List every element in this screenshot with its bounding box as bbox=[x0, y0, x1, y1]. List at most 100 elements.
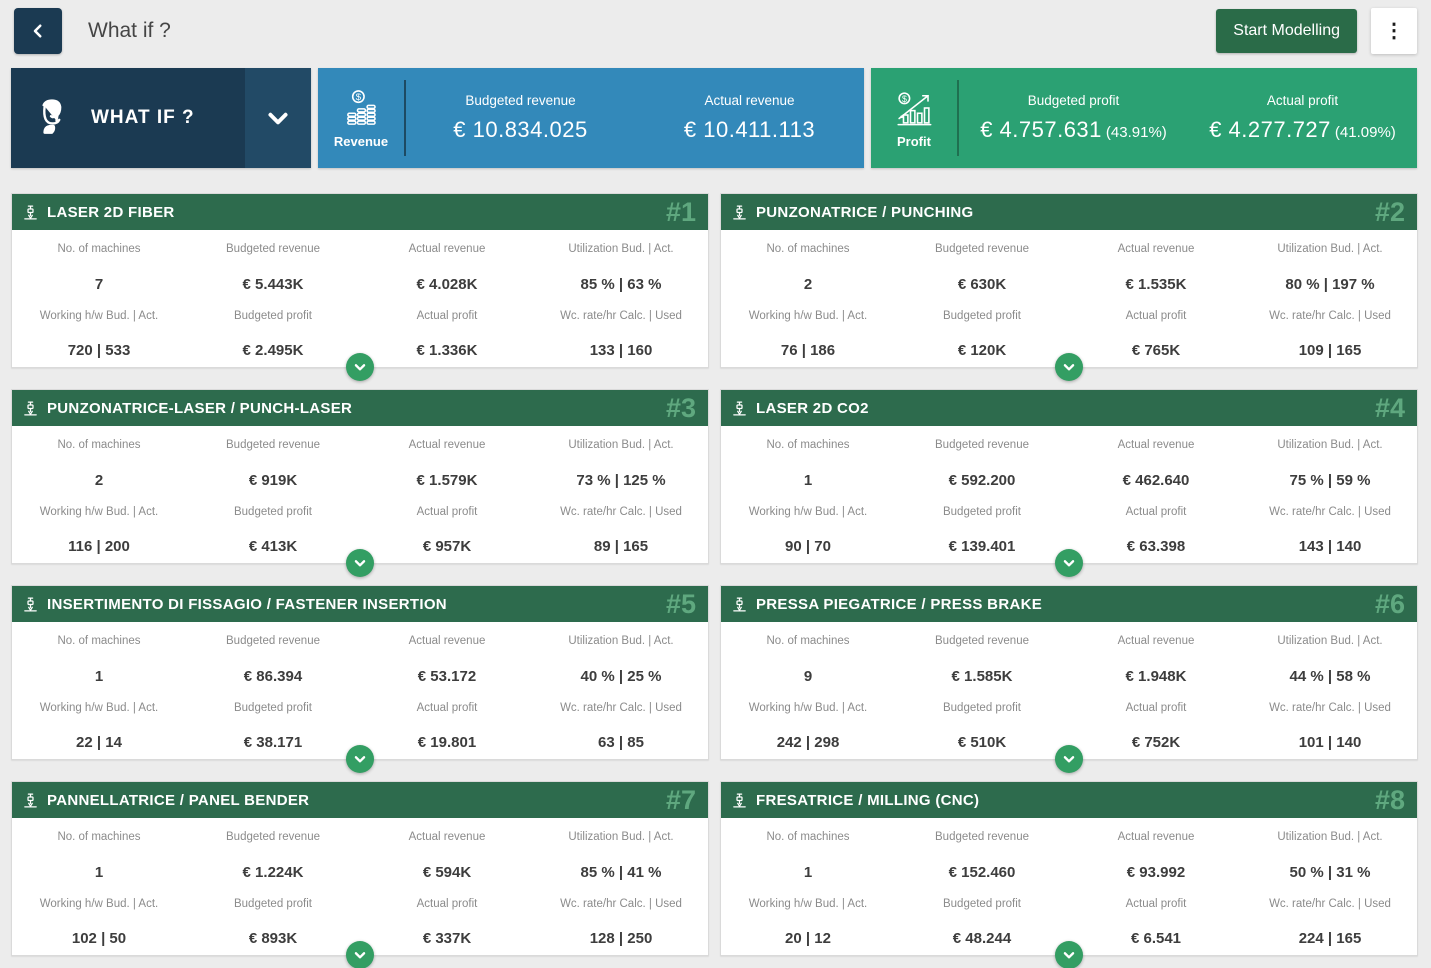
card-body: No. of machines Budgeted revenue Actual … bbox=[12, 230, 708, 369]
card-title: PRESSA PIEGATRICE / PRESS BRAKE bbox=[756, 595, 1043, 613]
budgeted-revenue-block: Budgeted revenue € 10.834.025 bbox=[406, 68, 635, 168]
budgeted-revenue-label: Budgeted revenue bbox=[465, 93, 576, 108]
stat-value-wc-rate: 224 | 165 bbox=[1298, 930, 1362, 947]
stat-label-wc-rate: Wc. rate/hr Calc. | Used bbox=[560, 506, 682, 518]
card-body: No. of machines Budgeted revenue Actual … bbox=[721, 426, 1417, 565]
card-expand-button[interactable] bbox=[1055, 745, 1083, 773]
stat-label-utilization: Utilization Bud. | Act. bbox=[1277, 439, 1383, 451]
card-body: No. of machines Budgeted revenue Actual … bbox=[721, 230, 1417, 369]
revenue-tab-label: Revenue bbox=[333, 134, 389, 149]
stat-label-wc-rate: Wc. rate/hr Calc. | Used bbox=[560, 702, 682, 714]
stat-label-budgeted-revenue: Budgeted revenue bbox=[935, 635, 1029, 647]
stat-value-actual-revenue: € 1.535K bbox=[1125, 275, 1187, 293]
card-title: PANNELLATRICE / PANEL BENDER bbox=[47, 791, 310, 809]
revenue-tab: $ Revenue bbox=[318, 68, 404, 168]
stat-value-budgeted-revenue: € 5.443K bbox=[242, 275, 304, 293]
stat-label-actual-revenue: Actual revenue bbox=[408, 635, 486, 647]
stat-label-wc-rate: Wc. rate/hr Calc. | Used bbox=[1269, 506, 1391, 518]
card-header: PANNELLATRICE / PANEL BENDER #7 bbox=[12, 782, 708, 818]
stat-label-utilization: Utilization Bud. | Act. bbox=[568, 635, 674, 647]
stat-label-actual-revenue: Actual revenue bbox=[1117, 635, 1195, 647]
stat-value-actual-profit: € 957K bbox=[422, 538, 472, 555]
chevron-down-icon bbox=[1062, 948, 1076, 962]
card-title: FRESATRICE / MILLING (CNC) bbox=[756, 791, 980, 809]
stat-value-budgeted-revenue: € 1.224K bbox=[242, 863, 304, 881]
chevron-down-icon bbox=[353, 948, 367, 962]
stat-value-no-of-machines: 1 bbox=[803, 863, 813, 881]
card-number: #1 bbox=[665, 196, 696, 227]
chevron-down-icon bbox=[353, 360, 367, 374]
stat-value-working-hours: 242 | 298 bbox=[776, 734, 840, 751]
card-expand-button[interactable] bbox=[346, 745, 374, 773]
svg-text:$: $ bbox=[356, 92, 362, 103]
stat-value-actual-profit: € 752K bbox=[1131, 734, 1181, 751]
stat-label-no-of-machines: No. of machines bbox=[766, 243, 850, 255]
card-number: #7 bbox=[665, 784, 696, 815]
stat-label-utilization: Utilization Bud. | Act. bbox=[568, 439, 674, 451]
panel-bender-machine-icon bbox=[22, 792, 39, 809]
stat-value-budgeted-profit: € 510K bbox=[957, 734, 1007, 751]
stat-label-wc-rate: Wc. rate/hr Calc. | Used bbox=[560, 898, 682, 910]
summary-row: WHAT IF ? $ Revenue bbox=[11, 68, 1417, 168]
card-body: No. of machines Budgeted revenue Actual … bbox=[721, 818, 1417, 957]
stat-label-actual-profit: Actual profit bbox=[1125, 702, 1187, 714]
stat-label-budgeted-revenue: Budgeted revenue bbox=[935, 439, 1029, 451]
kebab-menu-button[interactable]: ⋮ bbox=[1371, 8, 1417, 54]
workcenter-card-5: PRESSA PIEGATRICE / PRESS BRAKE #6 No. o… bbox=[720, 585, 1418, 773]
card-expand-button[interactable] bbox=[346, 353, 374, 381]
stat-value-utilization: 75 % | 59 % bbox=[1289, 471, 1371, 489]
stat-value-working-hours: 22 | 14 bbox=[76, 734, 122, 751]
card-expand-button[interactable] bbox=[1055, 353, 1083, 381]
card-number: #6 bbox=[1374, 588, 1405, 619]
stat-value-actual-profit: € 765K bbox=[1131, 342, 1181, 359]
stat-value-working-hours: 76 | 186 bbox=[780, 342, 836, 359]
card-number: #2 bbox=[1374, 196, 1405, 227]
stat-label-utilization: Utilization Bud. | Act. bbox=[1277, 831, 1383, 843]
stat-label-utilization: Utilization Bud. | Act. bbox=[568, 243, 674, 255]
chevron-down-icon bbox=[1062, 556, 1076, 570]
whatif-panel: WHAT IF ? bbox=[11, 68, 311, 168]
punch-laser-machine-icon bbox=[22, 400, 39, 417]
stat-label-actual-revenue: Actual revenue bbox=[1117, 439, 1195, 451]
stat-value-actual-revenue: € 93.992 bbox=[1126, 863, 1186, 881]
stat-value-no-of-machines: 2 bbox=[94, 471, 104, 489]
stat-value-actual-profit: € 1.336K bbox=[416, 342, 478, 359]
stat-label-working-hours: Working h/w Bud. | Act. bbox=[39, 310, 159, 322]
stat-value-wc-rate: 133 | 160 bbox=[589, 342, 653, 359]
stat-label-budgeted-profit: Budgeted profit bbox=[233, 898, 312, 910]
stat-label-working-hours: Working h/w Bud. | Act. bbox=[39, 898, 159, 910]
stat-value-working-hours: 116 | 200 bbox=[68, 538, 130, 555]
whatif-expand-button[interactable] bbox=[245, 68, 311, 168]
milling-machine-icon bbox=[731, 792, 748, 809]
workcenter-card-4: INSERTIMENTO DI FISSAGIO / FASTENER INSE… bbox=[11, 585, 709, 773]
topbar: What if ? Start Modelling ⋮ bbox=[0, 0, 1431, 62]
stat-label-working-hours: Working h/w Bud. | Act. bbox=[748, 310, 868, 322]
stat-value-actual-profit: € 19.801 bbox=[417, 734, 477, 751]
card-expand-button[interactable] bbox=[1055, 941, 1083, 968]
stat-value-no-of-machines: 2 bbox=[803, 275, 813, 293]
card-expand-button[interactable] bbox=[346, 549, 374, 577]
stat-label-budgeted-revenue: Budgeted revenue bbox=[226, 635, 320, 647]
chevron-left-icon bbox=[29, 22, 47, 40]
stat-value-actual-revenue: € 4.028K bbox=[416, 275, 478, 293]
stat-label-actual-revenue: Actual revenue bbox=[408, 831, 486, 843]
stat-value-budgeted-revenue: € 1.585K bbox=[951, 667, 1013, 685]
stat-label-no-of-machines: No. of machines bbox=[766, 831, 850, 843]
stat-value-actual-profit: € 63.398 bbox=[1126, 538, 1186, 555]
card-expand-button[interactable] bbox=[346, 941, 374, 968]
chevron-down-icon bbox=[353, 752, 367, 766]
stat-value-wc-rate: 63 | 85 bbox=[598, 734, 644, 751]
card-header: FRESATRICE / MILLING (CNC) #8 bbox=[721, 782, 1417, 818]
stat-value-working-hours: 20 | 12 bbox=[785, 930, 831, 947]
workcenter-card-2: PUNZONATRICE-LASER / PUNCH-LASER #3 No. … bbox=[11, 389, 709, 577]
card-body: No. of machines Budgeted revenue Actual … bbox=[12, 818, 708, 957]
stat-value-budgeted-profit: € 893K bbox=[248, 930, 298, 947]
start-modelling-button[interactable]: Start Modelling bbox=[1216, 9, 1357, 53]
card-expand-button[interactable] bbox=[1055, 549, 1083, 577]
stat-value-wc-rate: 128 | 250 bbox=[589, 930, 653, 947]
stat-value-working-hours: 720 | 533 bbox=[67, 342, 131, 359]
chevron-down-icon bbox=[1062, 752, 1076, 766]
stat-value-budgeted-revenue: € 152.460 bbox=[948, 863, 1016, 881]
stat-label-actual-profit: Actual profit bbox=[416, 310, 478, 322]
back-button[interactable] bbox=[14, 8, 62, 54]
